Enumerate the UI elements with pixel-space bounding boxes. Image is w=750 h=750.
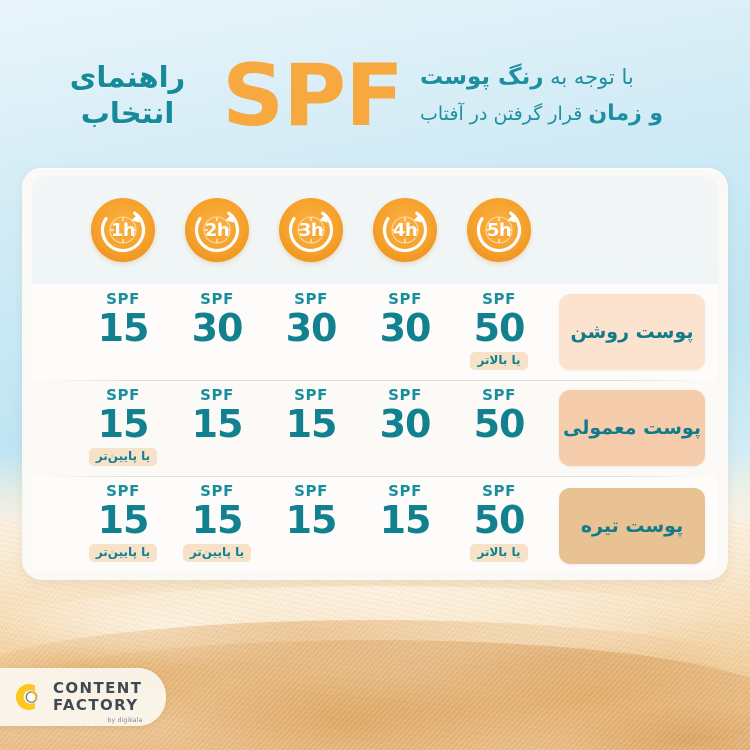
spf-value: 30 (285, 306, 338, 350)
time-badge-label: 1h (110, 219, 136, 241)
spf-cell: SPF 30 (170, 284, 264, 380)
spf-label: SPF (106, 482, 140, 500)
logo-line-1: CONTENT (53, 679, 143, 697)
spf-value: 50 (473, 402, 526, 446)
time-badge-label: 4h (392, 219, 418, 241)
spf-cell: SPF 30 (358, 284, 452, 380)
spf-label: SPF (294, 290, 328, 308)
time-badge-cell: 2h (170, 198, 264, 262)
spf-value: 15 (97, 402, 150, 446)
spf-label: SPF (200, 482, 234, 500)
spf-table-card: 5h 4h 3h 2h 1h پوست روشن SPF 50 یا بالاتر SPF 30 S… (22, 168, 728, 580)
header: با توجه به رنگ پوست و زمان قرار گرفتن در… (0, 38, 750, 153)
spf-note-tag: یا پایین‌تر (182, 543, 252, 563)
spf-note-tag: یا بالاتر (470, 351, 528, 371)
spf-cell: SPF 50 یا بالاتر (452, 284, 546, 380)
spf-wordmark: SPF (222, 45, 404, 146)
page-title-line2: انتخاب (80, 95, 175, 130)
spf-cell: SPF 30 (358, 380, 452, 476)
sand-ridge-highlight (0, 586, 750, 676)
spf-cell: SPF 50 یا بالاتر (452, 476, 546, 572)
table-row: پوست معمولی SPF 50 SPF 30 SPF 15 SPF 15 SPF 15 یا پ… (32, 380, 718, 476)
spf-cell: SPF 15 (358, 476, 452, 572)
spf-label: SPF (388, 290, 422, 308)
spf-note-tag: یا پایین‌تر (88, 447, 158, 467)
spf-label: SPF (388, 482, 422, 500)
page-title-line1: راهنمای (69, 60, 186, 95)
table-row: پوست تیره SPF 50 یا بالاتر SPF 15 SPF 15 SPF 15 یا… (32, 476, 718, 572)
spf-note-tag: یا پایین‌تر (88, 543, 158, 563)
header-title: راهنمای انتخاب (40, 60, 215, 131)
spf-cell: SPF 50 (452, 380, 546, 476)
spf-note-tag: یا بالاتر (470, 543, 528, 563)
table-row: پوست روشن SPF 50 یا بالاتر SPF 30 SPF 30 SPF 30 SP… (32, 284, 718, 380)
clock-rotate-icon: 1h (91, 198, 155, 262)
time-badge-label: 3h (298, 219, 324, 241)
spf-label: SPF (200, 290, 234, 308)
spf-cell: SPF 15 (76, 284, 170, 380)
spf-value: 15 (191, 402, 244, 446)
spf-cell: SPF 15 یا پایین‌تر (76, 476, 170, 572)
spf-value: 15 (379, 498, 432, 542)
spf-cell: SPF 15 (170, 380, 264, 476)
spf-value: 15 (285, 402, 338, 446)
spf-label: SPF (106, 386, 140, 404)
subtitle-line1-emphasis: رنگ پوست (420, 63, 544, 90)
spf-value: 50 (473, 306, 526, 350)
skin-type-swatch: پوست معمولی (559, 390, 705, 466)
logo-wordmark: CONTENT FACTORY by digikala (53, 679, 143, 724)
time-badge-cell: 4h (358, 198, 452, 262)
spf-value: 30 (379, 306, 432, 350)
time-badge-cell: 1h (76, 198, 170, 262)
subtitle-line2-emphasis: و زمان (588, 101, 664, 127)
clock-rotate-icon: 2h (185, 198, 249, 262)
spf-label: SPF (482, 386, 516, 404)
skin-type-cell: پوست معمولی (546, 390, 718, 466)
subtitle-line2-rest: قرار گرفتن در آفتاب (420, 103, 589, 126)
card-inner-panel: 5h 4h 3h 2h 1h پوست روشن SPF 50 یا بالاتر SPF 30 S… (32, 176, 718, 572)
subtitle-line1-prefix: با توجه به (543, 64, 634, 89)
spf-label: SPF (294, 482, 328, 500)
time-badge-row: 5h 4h 3h 2h 1h (32, 176, 718, 284)
spf-value: 15 (191, 498, 244, 542)
spf-label: SPF (482, 290, 516, 308)
spf-value: 15 (97, 498, 150, 542)
skin-type-swatch: پوست تیره (559, 488, 705, 564)
spf-value: 30 (379, 402, 432, 446)
brand-logo: CONTENT FACTORY by digikala (0, 668, 166, 726)
spf-label: SPF (482, 482, 516, 500)
spf-label: SPF (106, 290, 140, 308)
time-badge-label: 5h (486, 219, 512, 241)
logo-byline: by digikala (107, 717, 143, 724)
spf-cell: SPF 30 (264, 284, 358, 380)
logo-line-2: FACTORY (53, 696, 139, 714)
spf-cell: SPF 15 یا پایین‌تر (76, 380, 170, 476)
spf-label: SPF (294, 386, 328, 404)
spf-cell: SPF 15 (264, 380, 358, 476)
skin-type-swatch: پوست روشن (559, 294, 705, 370)
spf-label: SPF (388, 386, 422, 404)
skin-type-cell: پوست تیره (546, 488, 718, 564)
time-badge-label: 2h (204, 219, 230, 241)
clock-rotate-icon: 3h (279, 198, 343, 262)
c-logo-icon (10, 680, 44, 714)
spf-value: 30 (191, 306, 244, 350)
spf-rows: پوست روشن SPF 50 یا بالاتر SPF 30 SPF 30 SPF 30 SP… (32, 284, 718, 572)
spf-cell: SPF 15 یا پایین‌تر (170, 476, 264, 572)
time-badge-cell: 3h (264, 198, 358, 262)
spf-label: SPF (200, 386, 234, 404)
skin-type-cell: پوست روشن (546, 294, 718, 370)
clock-rotate-icon: 4h (373, 198, 437, 262)
spf-cell: SPF 15 (264, 476, 358, 572)
spf-value: 15 (285, 498, 338, 542)
clock-rotate-icon: 5h (467, 198, 531, 262)
time-badge-cell: 5h (452, 198, 546, 262)
spf-value: 15 (97, 306, 150, 350)
spf-value: 50 (473, 498, 526, 542)
header-subtitle: با توجه به رنگ پوست و زمان قرار گرفتن در… (410, 61, 710, 130)
